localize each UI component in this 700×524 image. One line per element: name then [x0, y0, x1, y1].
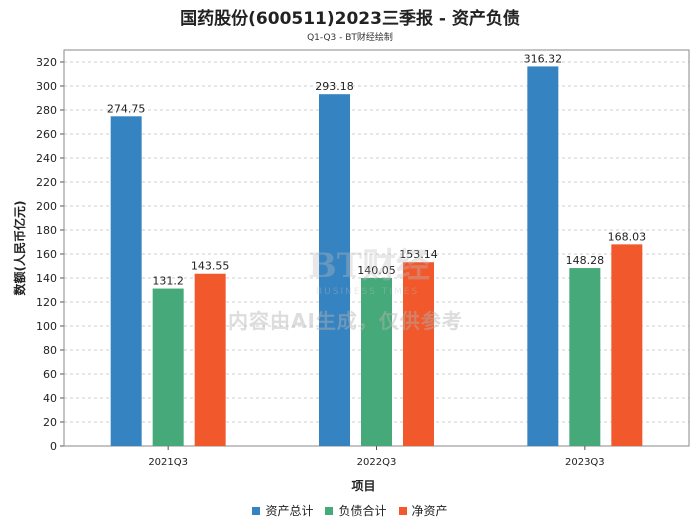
- data-label: 153.14: [399, 248, 438, 261]
- y-tick-label: 240: [36, 152, 57, 165]
- watermark-logo-text: BT财经: [308, 246, 431, 286]
- data-label: 168.03: [608, 230, 647, 243]
- data-label: 274.75: [107, 102, 146, 115]
- legend-label: 资产总计: [265, 504, 314, 518]
- legend-item: 资产总计: [252, 502, 313, 519]
- chart-title: 国药股份(600511)2023三季报 - 资产负债: [180, 9, 520, 29]
- y-tick-label: 100: [36, 320, 57, 333]
- y-axis-title: 数额(人民币亿元): [12, 201, 27, 296]
- y-tick-label: 200: [36, 200, 57, 213]
- y-tick-label: 0: [50, 440, 57, 453]
- legend-swatch: [398, 507, 407, 515]
- data-label: 293.18: [315, 80, 354, 93]
- legend-swatch: [252, 507, 261, 515]
- data-label: 316.32: [524, 52, 563, 65]
- bar-3: [194, 273, 226, 446]
- bar-2: [361, 277, 392, 446]
- y-tick-label: 220: [36, 176, 57, 189]
- x-tick-label: 2022Q3: [357, 457, 397, 468]
- chart-subtitle: Q1-Q3 - BT财经绘制: [307, 33, 393, 43]
- y-tick-label: 60: [43, 368, 57, 381]
- data-label: 148.28: [566, 254, 605, 267]
- legend-item: 净资产: [398, 502, 448, 519]
- y-tick-label: 320: [36, 56, 57, 69]
- y-tick-label: 20: [43, 416, 57, 429]
- y-tick-label: 300: [36, 80, 57, 93]
- y-tick-label: 120: [36, 296, 57, 309]
- watermark-logo-sub: BUSINESS TIMES: [316, 287, 420, 297]
- bar-3: [403, 262, 434, 446]
- x-tick-label: 2023Q3: [565, 457, 605, 468]
- legend-label: 净资产: [411, 504, 448, 518]
- x-tick-label: 2021Q3: [148, 457, 188, 468]
- y-tick-label: 140: [36, 272, 57, 285]
- legend-swatch: [325, 507, 334, 515]
- data-label: 143.55: [191, 260, 230, 273]
- bar-3: [611, 244, 643, 446]
- y-tick-label: 160: [36, 248, 57, 261]
- legend-label: 负债合计: [338, 504, 387, 518]
- watermark-notice: 内容由AI生成，仅供参考: [228, 309, 463, 333]
- chart-legend: 资产总计 负债合计 净资产: [0, 502, 700, 519]
- bar-1: [527, 66, 559, 446]
- y-tick-label: 80: [43, 344, 57, 357]
- x-axis-title: 项目: [351, 479, 375, 493]
- y-tick-label: 260: [36, 128, 57, 141]
- watermark-logo: BT财经 BUSINESS TIMES: [246, 238, 430, 297]
- data-label: 131.2: [152, 275, 184, 288]
- bar-1: [110, 116, 142, 447]
- bar-1: [319, 94, 350, 447]
- legend-item: 负债合计: [325, 502, 387, 519]
- bar-2: [152, 288, 184, 446]
- data-label: 140.05: [357, 264, 396, 277]
- y-tick-label: 40: [43, 392, 57, 405]
- y-tick-label: 180: [36, 224, 57, 237]
- y-tick-label: 280: [36, 104, 57, 117]
- bar-2: [569, 268, 601, 446]
